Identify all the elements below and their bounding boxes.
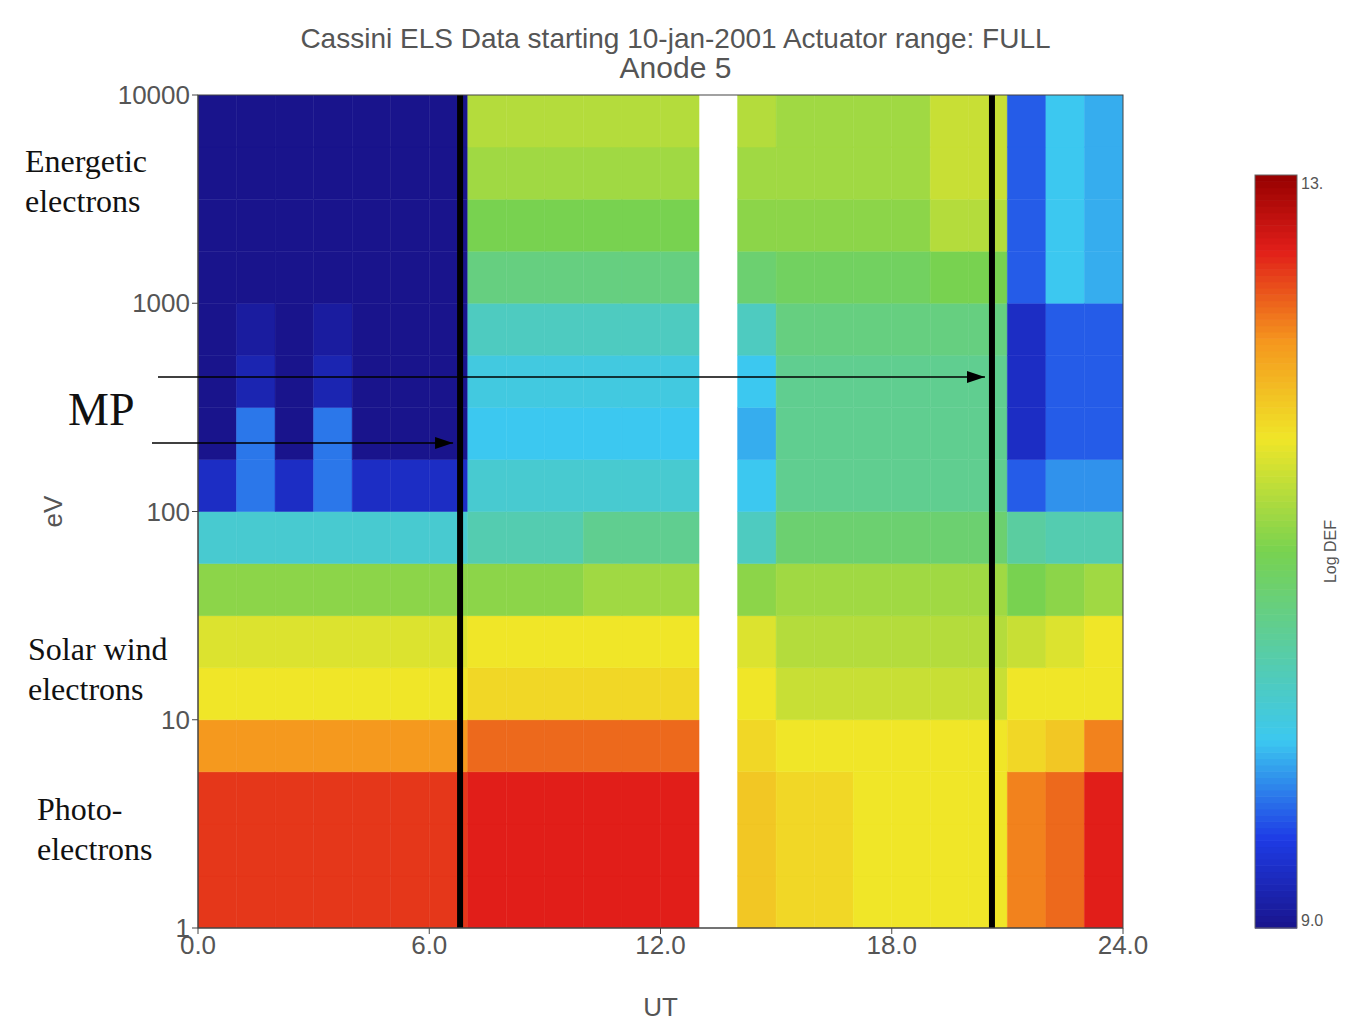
svg-text:1: 1	[176, 913, 190, 943]
svg-text:Log DEF: Log DEF	[1322, 520, 1339, 583]
svg-text:0.0: 0.0	[179, 930, 217, 961]
svg-text:Photo-electrons: Photo-electrons	[37, 791, 153, 867]
svg-text:Cassini ELS Data starting 10-j: Cassini ELS Data starting 10-jan-2001 Ac…	[300, 23, 1050, 54]
svg-text:Solar windelectrons: Solar windelectrons	[28, 631, 168, 707]
svg-text:1000: 1000	[132, 288, 190, 318]
svg-text:Energeticelectrons: Energeticelectrons	[25, 143, 147, 219]
svg-text:10000: 10000	[118, 80, 190, 110]
svg-text:24.0: 24.0	[1098, 930, 1149, 960]
svg-text:eV: eV	[38, 495, 68, 527]
svg-text:13.: 13.	[1301, 175, 1323, 192]
svg-text:100: 100	[147, 497, 190, 527]
svg-text:12.0: 12.0	[635, 930, 686, 960]
svg-text:10: 10	[161, 705, 190, 735]
svg-text:9.0: 9.0	[1301, 912, 1323, 929]
svg-text:UT: UT	[643, 992, 678, 1022]
svg-text:MP: MP	[68, 384, 134, 435]
svg-text:6.0: 6.0	[411, 930, 447, 960]
svg-text:Anode 5: Anode 5	[620, 51, 732, 84]
svg-text:18.0: 18.0	[866, 930, 917, 960]
